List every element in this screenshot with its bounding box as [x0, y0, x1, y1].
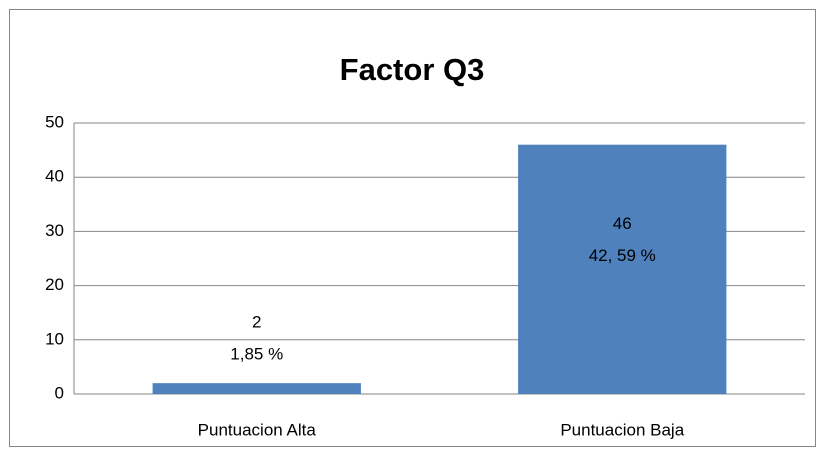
- data-label: 2: [252, 313, 261, 332]
- x-tick-label: Puntuacion Alta: [198, 420, 317, 439]
- y-tick-label: 0: [55, 383, 64, 402]
- y-tick-label: 30: [45, 221, 64, 240]
- chart-title: Factor Q3: [340, 52, 485, 87]
- y-tick-label: 50: [45, 112, 64, 131]
- y-tick-label: 10: [45, 329, 64, 348]
- y-tick-label: 40: [45, 167, 64, 186]
- bar: [152, 383, 361, 394]
- y-tick-label: 20: [45, 275, 64, 294]
- percent-label: 1,85 %: [230, 345, 283, 364]
- percent-label: 42, 59 %: [589, 246, 656, 265]
- x-tick-label: Puntuacion Baja: [560, 420, 684, 439]
- data-label: 46: [613, 214, 632, 233]
- bar: [518, 144, 727, 394]
